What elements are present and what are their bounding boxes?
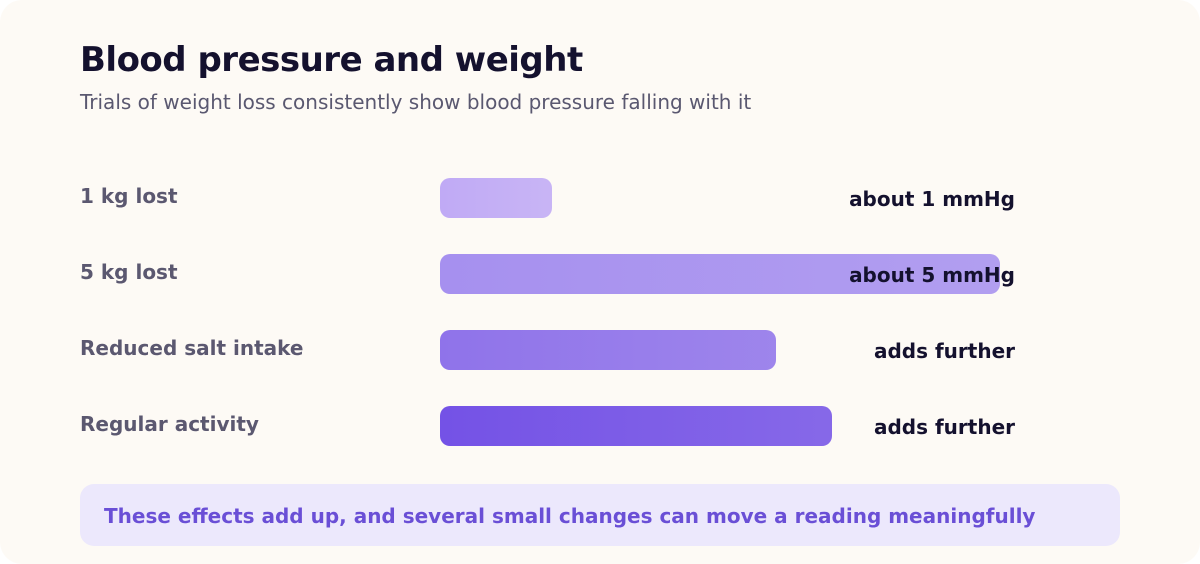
callout-box: These effects add up, and several small … <box>80 484 1120 546</box>
chart-title: Blood pressure and weight <box>80 40 583 80</box>
category-label: 5 kg lost <box>80 260 178 284</box>
bar <box>440 330 776 370</box>
category-label: 1 kg lost <box>80 184 178 208</box>
bar-row: Reduced salt intake adds further <box>0 330 1200 370</box>
bar <box>440 406 832 446</box>
value-label: about 1 mmHg <box>849 187 1015 211</box>
bar-row: 1 kg lost about 1 mmHg <box>0 178 1200 218</box>
value-label: adds further <box>873 415 1015 439</box>
callout-text: These effects add up, and several small … <box>104 504 1036 528</box>
value-label: about 5 mmHg <box>849 263 1015 287</box>
chart-subtitle: Trials of weight loss consistently show … <box>80 90 752 114</box>
bar <box>440 254 1000 294</box>
bar-row: 5 kg lost about 5 mmHg <box>0 254 1200 294</box>
value-label: adds further <box>873 339 1015 363</box>
bar-row: Regular activity adds further <box>0 406 1200 446</box>
category-label: Reduced salt intake <box>80 336 304 360</box>
category-label: Regular activity <box>80 412 259 436</box>
bar <box>440 178 552 218</box>
